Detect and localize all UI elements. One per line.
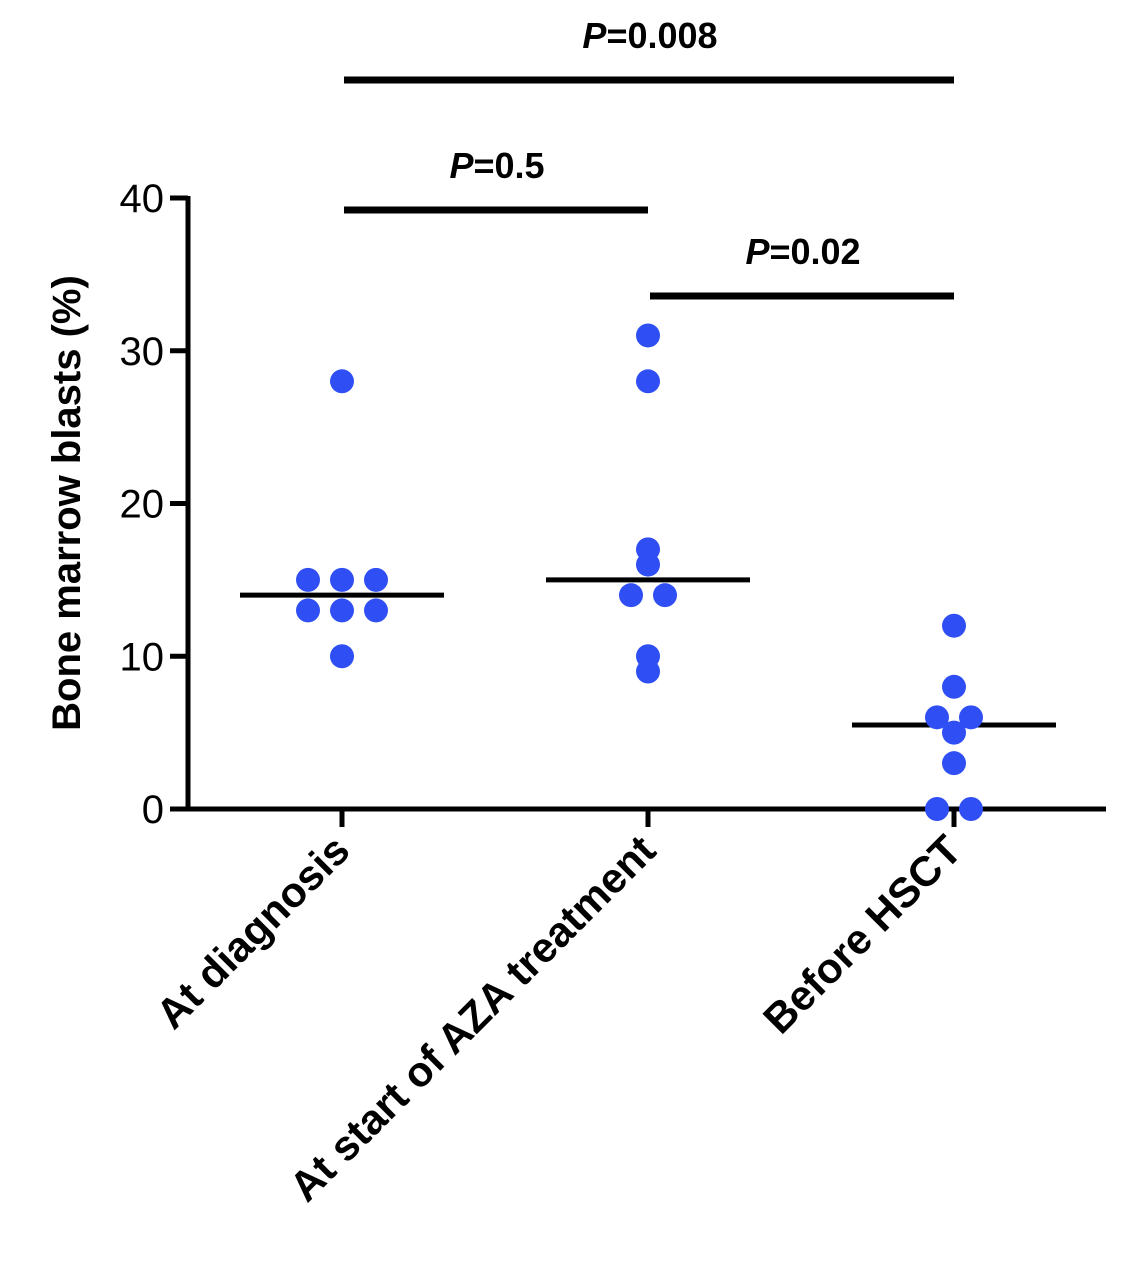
p-value-label: P=0.5 [449,145,544,186]
p-symbol: P [745,231,770,272]
data-point [942,751,966,776]
x-category-label: Before HSCT [754,826,971,1043]
data-point [364,567,388,592]
data-point [653,583,677,608]
data-point [636,659,660,684]
data-point [636,369,660,394]
y-tick-label: 10 [120,635,165,679]
data-point [942,613,966,638]
data-point [330,598,354,623]
y-axis-title: Bone marrow blasts (%) [45,275,89,731]
p-value: =0.5 [473,145,544,186]
y-tick-label: 20 [120,483,165,527]
data-point [330,369,354,394]
data-point [296,598,320,623]
data-point [330,567,354,592]
p-value: =0.008 [606,15,717,56]
y-ticks: 0 10 20 30 40 [120,177,188,832]
data-point [330,644,354,669]
data-point [364,598,388,623]
x-category-label: At diagnosis [147,826,358,1037]
data-point [296,567,320,592]
p-symbol: P [449,145,474,186]
data-point [942,720,966,745]
data-point [636,323,660,348]
p-value-label: P=0.02 [745,231,860,272]
data-point [959,705,983,730]
data-point [959,797,983,821]
p-symbol: P [582,15,607,56]
y-tick-label: 30 [120,330,165,374]
x-category-label: At start of AZA treatment [280,826,664,1210]
data-point [636,552,660,577]
y-tick-label: 40 [120,177,165,221]
data-point [925,705,949,730]
y-tick-label: 0 [142,788,164,832]
p-value: =0.02 [769,231,860,272]
data-point [619,583,643,608]
data-points [296,323,983,821]
data-point [942,674,966,699]
p-value-label: P=0.008 [582,15,717,56]
data-point [925,797,949,821]
